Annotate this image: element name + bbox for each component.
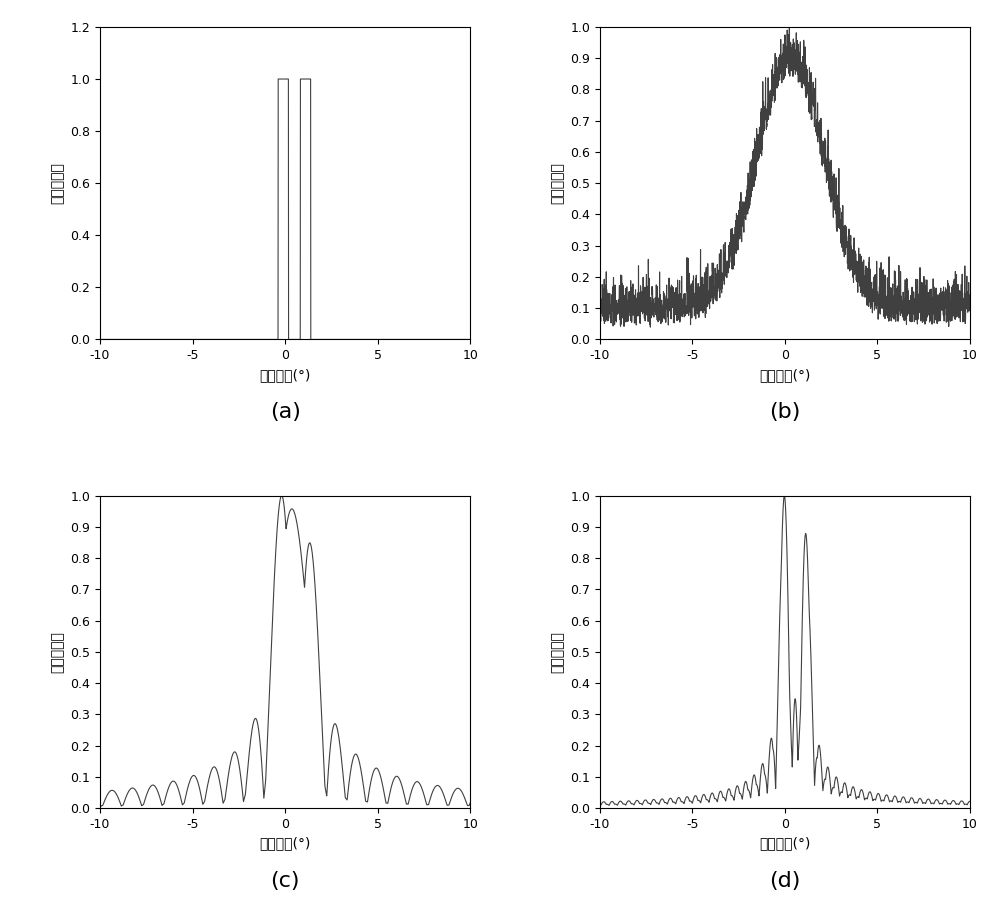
Y-axis label: 归一化幅度: 归一化幅度: [51, 631, 65, 673]
Text: (b): (b): [769, 402, 801, 422]
Y-axis label: 归一化幅度: 归一化幅度: [551, 631, 565, 673]
Text: (c): (c): [270, 871, 300, 891]
Y-axis label: 归一化幅度: 归一化幅度: [551, 163, 565, 204]
X-axis label: 方位角度(°): 方位角度(°): [259, 836, 311, 850]
X-axis label: 方位角度(°): 方位角度(°): [759, 367, 811, 382]
X-axis label: 方位角度(°): 方位角度(°): [759, 836, 811, 850]
X-axis label: 方位角度(°): 方位角度(°): [259, 367, 311, 382]
Text: (d): (d): [769, 871, 801, 891]
Text: (a): (a): [270, 402, 301, 422]
Y-axis label: 归一化幅度: 归一化幅度: [51, 163, 65, 204]
